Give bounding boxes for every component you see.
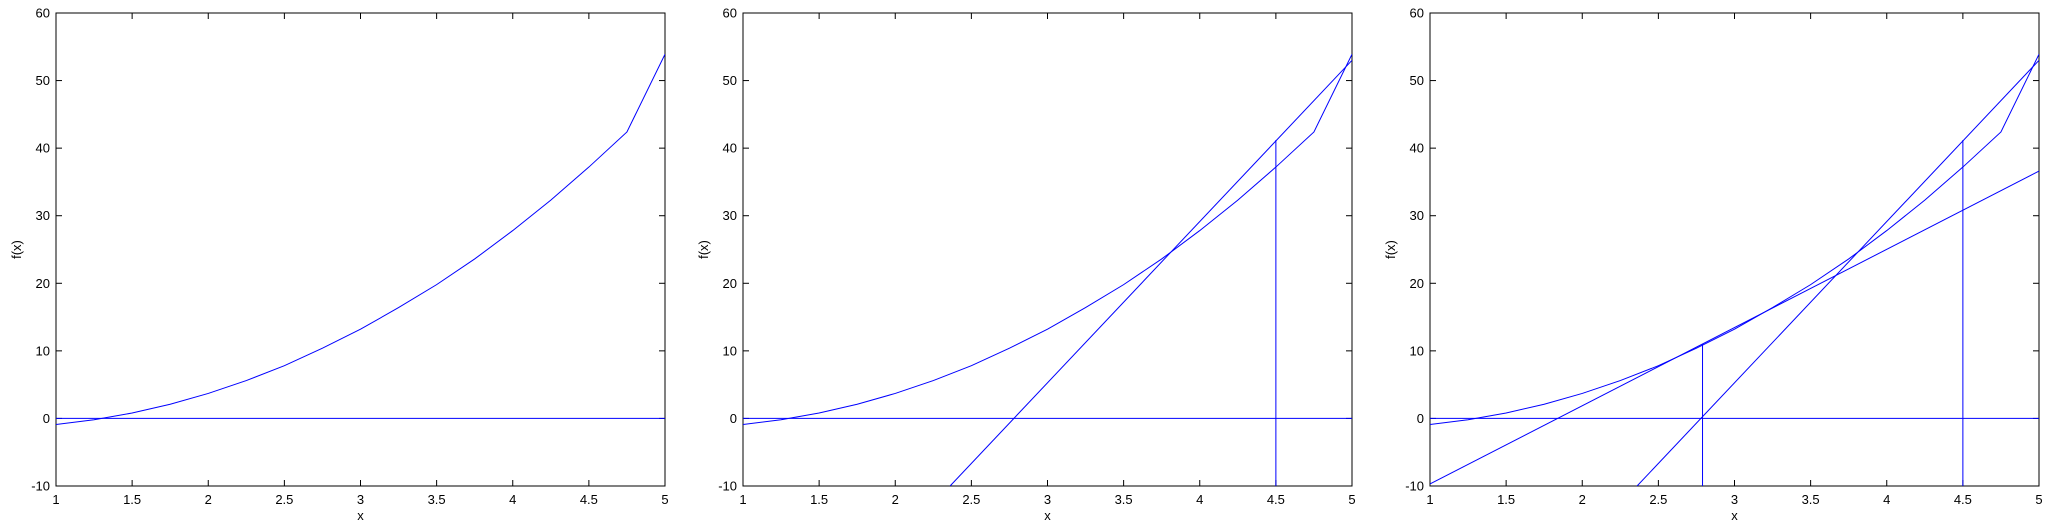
x-tick-label: 2.5 <box>275 492 293 507</box>
x-tick-label: 4 <box>1196 492 1203 507</box>
x-tick-label: 1.5 <box>123 492 141 507</box>
x-tick-label: 4 <box>509 492 516 507</box>
y-tick-label: 40 <box>723 141 737 156</box>
y-tick-label: 30 <box>36 208 50 223</box>
y-tick-label: -10 <box>718 479 737 494</box>
series-curve-line <box>56 54 665 426</box>
y-axis-label: f(x) <box>1383 240 1398 259</box>
y-tick-label: 10 <box>1410 343 1424 358</box>
x-axis-label: x <box>357 508 364 523</box>
y-tick-label: 10 <box>36 343 50 358</box>
y-tick-label: 50 <box>1410 73 1424 88</box>
x-tick-label: 2 <box>892 492 899 507</box>
x-tick-label: 3 <box>1044 492 1051 507</box>
y-tick-label: 60 <box>723 6 737 21</box>
axes-frame <box>742 12 1353 487</box>
x-tick-label: 4.5 <box>1267 492 1285 507</box>
x-tick-label: 3 <box>357 492 364 507</box>
x-tick-label: 1.5 <box>810 492 828 507</box>
x-tick-label: 4.5 <box>1954 492 1972 507</box>
x-tick-label: 3 <box>1731 492 1738 507</box>
x-tick-label: 2 <box>205 492 212 507</box>
axes-frame <box>1429 12 2040 487</box>
y-tick-label: 20 <box>723 276 737 291</box>
y-tick-label: 20 <box>1410 276 1424 291</box>
chart-panel-2: 1 1.5 2 2.5 3 3.5 4 4.5 5 -10 0 10 20 30 40 50 60 x f(x) <box>696 6 1356 524</box>
y-tick-label: 0 <box>730 411 737 426</box>
chart-panel-1: 1 1.5 2 2.5 3 3.5 4 4.5 5 -10 0 10 20 30 40 50 60 x f(x) <box>9 6 669 524</box>
x-tick-label: 5 <box>2035 492 2042 507</box>
y-tick-label: 40 <box>1410 141 1424 156</box>
series-tangent-line <box>949 59 1352 486</box>
x-tick-label: 1 <box>52 492 59 507</box>
y-tick-label: 60 <box>1410 6 1424 21</box>
x-tick-label: 4.5 <box>580 492 598 507</box>
x-tick-label: 1.5 <box>1497 492 1515 507</box>
series-curve-line <box>1430 54 2039 426</box>
x-axis-label: x <box>1044 508 1051 523</box>
y-tick-label: 30 <box>723 208 737 223</box>
x-tick-label: 4 <box>1883 492 1890 507</box>
y-axis-label: f(x) <box>696 240 711 259</box>
x-tick-label: 3.5 <box>1115 492 1133 507</box>
y-tick-label: 30 <box>1410 208 1424 223</box>
x-tick-label: 3.5 <box>428 492 446 507</box>
y-tick-label: 60 <box>36 6 50 21</box>
series-tangent-line <box>1636 59 2039 486</box>
y-tick-label: 0 <box>1417 411 1424 426</box>
x-tick-label: 2.5 <box>962 492 980 507</box>
y-tick-label: 20 <box>36 276 50 291</box>
y-tick-label: -10 <box>31 479 50 494</box>
y-tick-label: 40 <box>36 141 50 156</box>
y-axis-label: f(x) <box>9 240 24 259</box>
x-tick-label: 5 <box>661 492 668 507</box>
y-tick-label: 0 <box>43 411 50 426</box>
x-tick-label: 3.5 <box>1802 492 1820 507</box>
x-tick-label: 2.5 <box>1649 492 1667 507</box>
series-tangent-line <box>1430 170 2039 485</box>
x-tick-label: 1 <box>1426 492 1433 507</box>
chart-panel-3: 1 1.5 2 2.5 3 3.5 4 4.5 5 -10 0 10 20 30 40 50 60 x f(x) <box>1383 6 2043 524</box>
axes-frame <box>55 12 666 487</box>
y-tick-label: 50 <box>36 73 50 88</box>
x-tick-label: 5 <box>1348 492 1355 507</box>
y-tick-label: -10 <box>1405 479 1424 494</box>
x-tick-label: 1 <box>739 492 746 507</box>
series-curve-line <box>743 54 1352 426</box>
y-tick-label: 50 <box>723 73 737 88</box>
x-axis-label: x <box>1731 508 1738 523</box>
y-tick-label: 10 <box>723 343 737 358</box>
x-tick-label: 2 <box>1579 492 1586 507</box>
